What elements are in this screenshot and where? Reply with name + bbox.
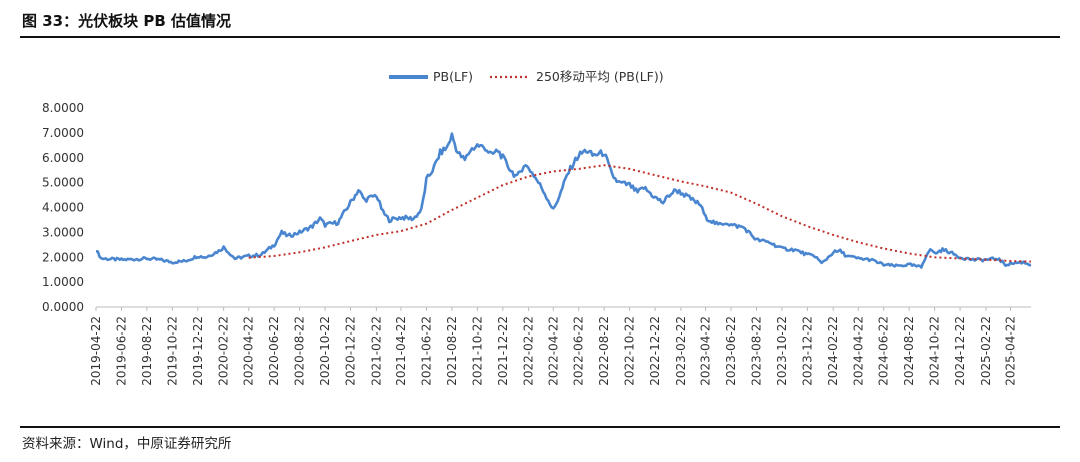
x-tick-label: 2023-02-22	[674, 316, 688, 386]
series-layer	[96, 132, 1032, 269]
x-tick-label: 2025-02-22	[979, 316, 993, 386]
x-tick-label: 2022-08-22	[597, 316, 611, 386]
figure-title: 图 33：光伏板块 PB 估值情况	[22, 12, 231, 30]
x-tick-label: 2021-06-22	[419, 316, 433, 386]
y-tick-label: 5.0000	[42, 176, 84, 190]
x-tick-label: 2022-12-22	[648, 316, 662, 386]
x-tick-label: 2023-08-22	[749, 316, 763, 386]
x-tick-label: 2023-04-22	[699, 316, 713, 386]
x-tick-label: 2020-02-22	[217, 316, 231, 386]
y-axis: 8.0000 7.0000 6.0000 5.0000 4.0000 3.0000 2.00…	[42, 101, 84, 314]
x-tick-label: 2019-08-22	[140, 316, 154, 386]
x-tick-label: 2020-12-22	[344, 316, 358, 386]
x-tick-label: 2024-02-22	[826, 316, 840, 386]
x-tick-label: 2020-04-22	[242, 316, 256, 386]
x-tick-label: 2022-04-22	[546, 316, 560, 386]
x-tick-label: 2019-06-22	[114, 316, 128, 386]
x-tick-label: 2024-06-22	[877, 316, 891, 386]
series-line-ma250	[248, 164, 1032, 263]
x-tick-label: 2019-04-22	[89, 316, 103, 386]
x-tick-label: 2021-08-22	[445, 316, 459, 386]
x-tick-label: 2023-12-22	[800, 316, 814, 386]
x-tick-label: 2023-06-22	[724, 316, 738, 386]
x-axis: 2019-04-22 2019-06-22 2019-08-22 2019-10-22…	[89, 306, 1031, 386]
y-tick-label: 2.0000	[42, 250, 84, 264]
x-tick-label: 2022-06-22	[572, 316, 586, 386]
legend: PB(LF) 250移动平均 (PB(LF))	[389, 69, 664, 84]
y-tick-label: 8.0000	[42, 101, 84, 115]
x-tick-label: 2020-10-22	[318, 316, 332, 386]
x-tick-label: 2021-12-22	[496, 316, 510, 386]
x-tick-label: 2021-04-22	[394, 316, 408, 386]
x-tick-label: 2024-12-22	[953, 316, 967, 386]
y-tick-label: 6.0000	[42, 151, 84, 165]
x-tick-label: 2019-12-22	[191, 316, 205, 386]
legend-pb-label: PB(LF)	[433, 69, 473, 84]
x-tick-label: 2021-10-22	[470, 316, 484, 386]
top-rule	[20, 36, 1060, 38]
x-tick-label: 2022-02-22	[522, 316, 536, 386]
y-tick-label: 0.0000	[42, 300, 84, 314]
y-tick-label: 3.0000	[42, 225, 84, 239]
bottom-rule	[20, 426, 1060, 428]
y-tick-label: 4.0000	[42, 201, 84, 215]
x-tick-label: 2020-08-22	[293, 316, 307, 386]
legend-ma-label: 250移动平均 (PB(LF))	[536, 69, 664, 84]
y-tick-label: 7.0000	[42, 126, 84, 140]
source-note: 资料来源：Wind，中原证券研究所	[22, 436, 232, 452]
x-tick-label: 2022-10-22	[623, 316, 637, 386]
x-tick-label: 2024-10-22	[928, 316, 942, 386]
x-tick-label: 2019-10-22	[165, 316, 179, 386]
x-tick-label: 2020-06-22	[267, 316, 281, 386]
x-tick-label: 2023-10-22	[775, 316, 789, 386]
x-tick-label: 2021-02-22	[369, 316, 383, 386]
series-line-pb	[96, 132, 1032, 269]
x-tick-label: 2024-08-22	[902, 316, 916, 386]
y-tick-label: 1.0000	[42, 275, 84, 289]
x-tick-label: 2024-04-22	[851, 316, 865, 386]
x-tick-label: 2025-04-22	[1004, 316, 1018, 386]
